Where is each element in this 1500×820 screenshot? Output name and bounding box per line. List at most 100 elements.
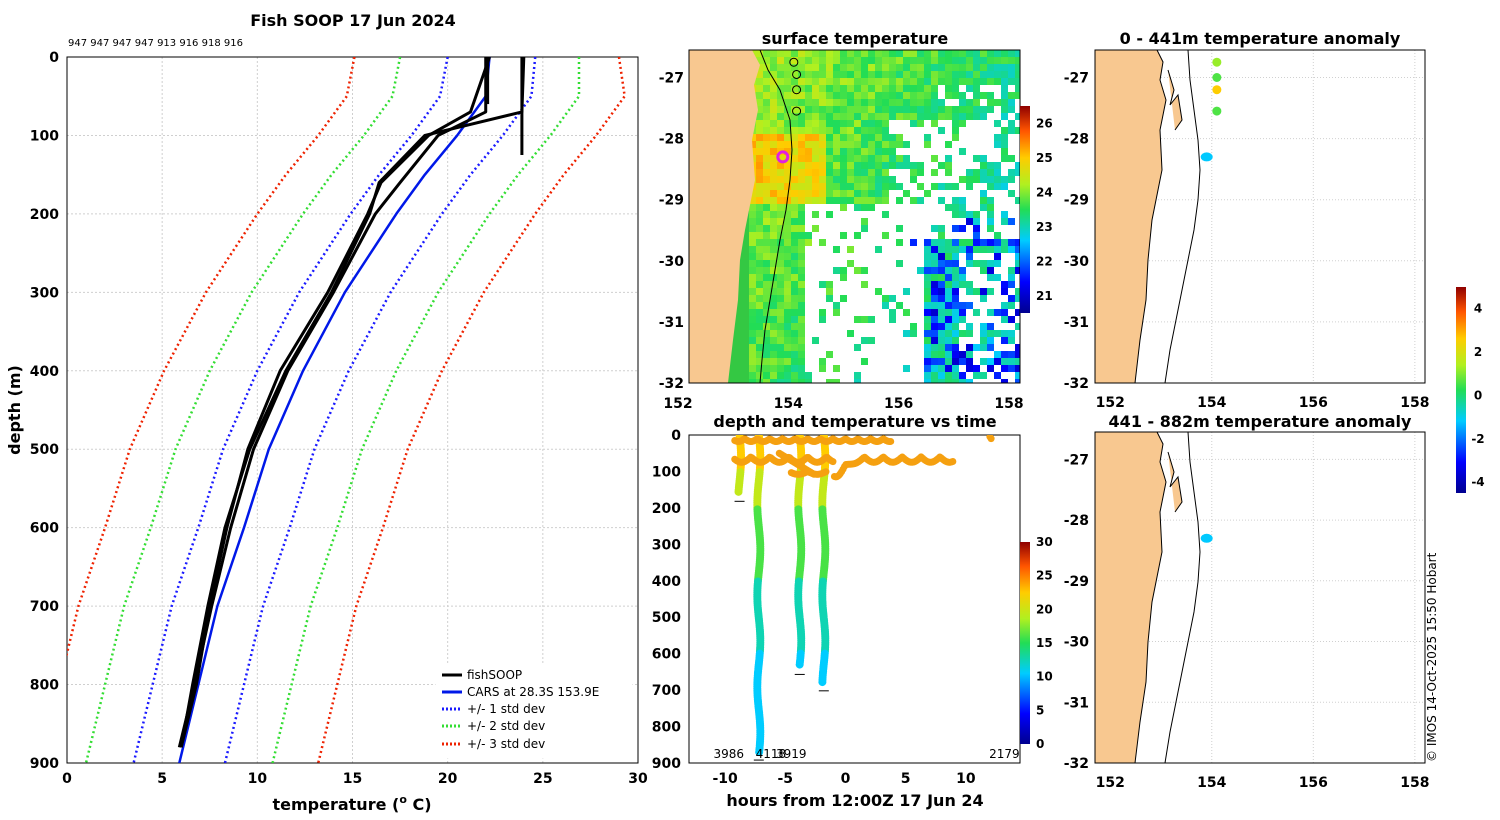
- sst-pixel: [861, 358, 868, 365]
- sst-pixel: [896, 162, 903, 169]
- sst-pixel: [763, 85, 770, 92]
- sst-pixel: [938, 120, 945, 127]
- sst-pixel: [798, 64, 805, 71]
- sst-pixel: [1015, 358, 1020, 365]
- sst-pixel: [798, 113, 805, 120]
- sst-pixel: [1015, 183, 1020, 190]
- sst-pixel: [903, 113, 910, 120]
- sst-pixel: [924, 253, 931, 260]
- sst-pixel: [756, 379, 763, 383]
- sst-pixel: [896, 148, 903, 155]
- sst-pixel: [854, 288, 861, 295]
- sst-pixel: [791, 50, 798, 57]
- sst-x-tick: 156: [884, 396, 913, 412]
- sst-pixel: [889, 113, 896, 120]
- sst-pixel: [994, 106, 1001, 113]
- sst-pixel: [868, 162, 875, 169]
- sst-pixel: [833, 50, 840, 57]
- sst-pixel: [987, 120, 994, 127]
- sst-pixel: [924, 358, 931, 365]
- sst-pixel: [889, 85, 896, 92]
- sst-pixel: [980, 372, 987, 379]
- sst-pixel: [987, 99, 994, 106]
- sst-pixel: [875, 372, 882, 379]
- sst-pixel: [763, 358, 770, 365]
- sst-pixel: [1001, 288, 1008, 295]
- sst-pixel: [1015, 162, 1020, 169]
- sst-pixel: [861, 134, 868, 141]
- sst-pixel: [910, 162, 917, 169]
- sst-pixel: [756, 351, 763, 358]
- sst-pixel: [1008, 330, 1015, 337]
- profile-title: Fish SOOP 17 Jun 2024: [250, 11, 456, 30]
- sst-pixel: [903, 127, 910, 134]
- sst-pixel: [889, 225, 896, 232]
- sst-pixel: [826, 365, 833, 372]
- sst-pixel: [959, 344, 966, 351]
- sst-pixel: [931, 127, 938, 134]
- sst-pixel: [770, 85, 777, 92]
- sst-pixel: [861, 218, 868, 225]
- sst-pixel: [980, 162, 987, 169]
- sst-pixel: [749, 239, 756, 246]
- sst-pixel: [826, 134, 833, 141]
- sst-pixel: [882, 323, 889, 330]
- sst-pixel: [994, 295, 1001, 302]
- sst-pixel: [756, 57, 763, 64]
- sst-pixel: [987, 169, 994, 176]
- anomaly-colorbar-label: -2: [1471, 432, 1484, 446]
- sst-pixel: [770, 148, 777, 155]
- sst-pixel: [840, 260, 847, 267]
- sst-pixel: [966, 260, 973, 267]
- sst-pixel: [896, 197, 903, 204]
- sst-pixel: [1015, 57, 1020, 64]
- sst-pixel: [882, 113, 889, 120]
- sst-pixel: [987, 218, 994, 225]
- profile-ylabel: depth (m): [5, 365, 24, 455]
- sst-pixel: [924, 99, 931, 106]
- sst-pixel: [966, 218, 973, 225]
- sst-pixel: [812, 190, 819, 197]
- sst-pixel: [847, 120, 854, 127]
- sst-pixel: [798, 71, 805, 78]
- sst-map-panel: surface temperature 152 154 156 158-27-28-2…: [659, 29, 1053, 412]
- sst-pixel: [917, 274, 924, 281]
- anom-y-tick: -28: [1064, 132, 1089, 148]
- sst-pixel: [959, 99, 966, 106]
- sst-pixel: [952, 183, 959, 190]
- sst-pixel: [756, 197, 763, 204]
- sst-pixel: [777, 134, 784, 141]
- sst-pixel: [784, 225, 791, 232]
- sst-pixel: [966, 78, 973, 85]
- sst-pixel: [980, 344, 987, 351]
- sst-pixel: [784, 57, 791, 64]
- sst-pixel: [903, 302, 910, 309]
- sst-pixel: [826, 239, 833, 246]
- sst-pixel: [861, 379, 868, 383]
- sst-pixel: [819, 260, 826, 267]
- sst-pixel: [987, 253, 994, 260]
- sst-pixel: [854, 372, 861, 379]
- sst-pixel: [959, 71, 966, 78]
- sst-pixel: [756, 344, 763, 351]
- sst-pixel: [763, 134, 770, 141]
- sst-isobath: [759, 50, 793, 383]
- sst-pixel: [903, 71, 910, 78]
- sst-pixel: [770, 372, 777, 379]
- sst-pixel: [1001, 260, 1008, 267]
- sst-pixel: [910, 127, 917, 134]
- anom-x-tick: 156: [1299, 395, 1328, 411]
- sst-pixel: [819, 127, 826, 134]
- sst-pixel: [1001, 218, 1008, 225]
- sst-pixel: [819, 323, 826, 330]
- sst-pixel: [763, 197, 770, 204]
- sst-pixel: [931, 232, 938, 239]
- time-y-tick: 200: [652, 501, 681, 517]
- sst-pixel: [980, 246, 987, 253]
- sst-pixel: [840, 239, 847, 246]
- time-x-tick: 0: [841, 771, 851, 787]
- sst-pixel: [917, 85, 924, 92]
- sst-pixel: [952, 64, 959, 71]
- sst-pixel: [1001, 155, 1008, 162]
